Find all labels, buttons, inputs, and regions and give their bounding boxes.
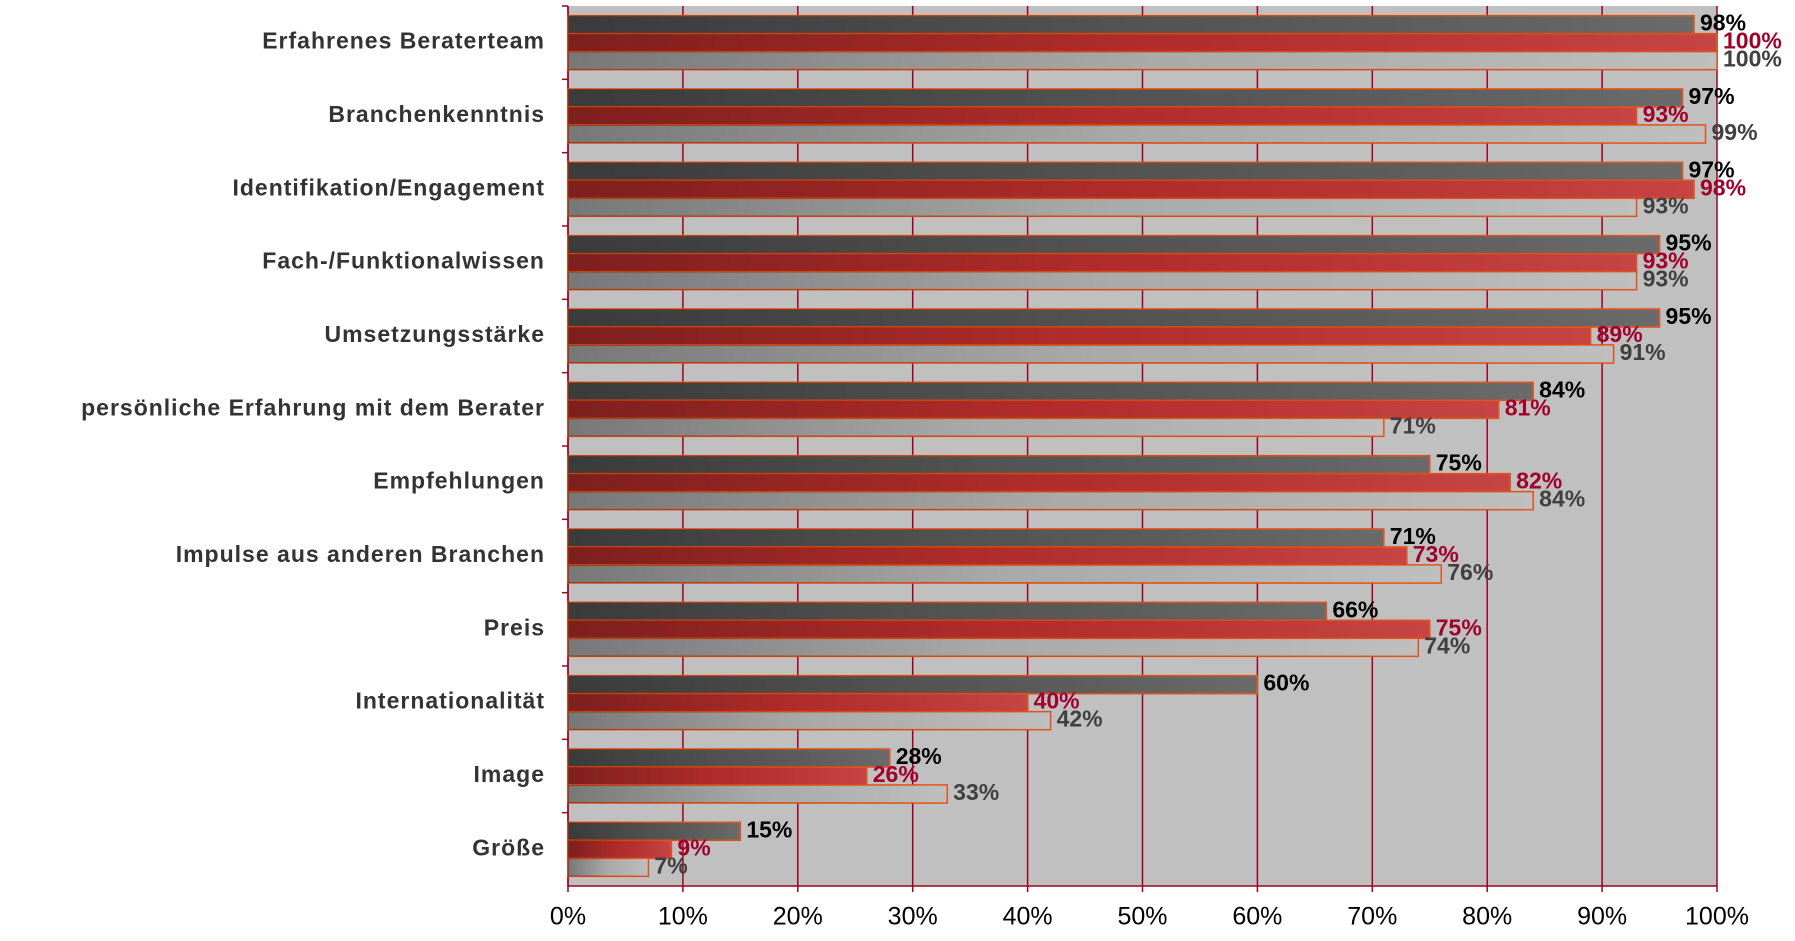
value-label: 73%	[1413, 541, 1459, 567]
value-label: 9%	[677, 834, 710, 860]
value-label: 66%	[1332, 596, 1378, 622]
bar-shade	[568, 565, 1442, 583]
bar-shade	[568, 767, 867, 785]
value-label: 93%	[1643, 266, 1689, 292]
bar-shade	[568, 785, 948, 803]
x-tick-label: 50%	[1117, 903, 1167, 931]
category-label: Empfehlungen	[373, 468, 545, 494]
bar-shade	[568, 253, 1637, 272]
category-label: Umsetzungsstärke	[324, 321, 545, 347]
bar-shade	[568, 529, 1384, 547]
value-label: 75%	[1436, 614, 1482, 640]
bar-shade	[568, 345, 1614, 363]
bar-shade	[568, 400, 1499, 419]
value-label: 84%	[1539, 486, 1585, 512]
bar-shade	[568, 840, 672, 859]
bar-shade	[568, 309, 1660, 327]
value-label: 97%	[1689, 83, 1735, 109]
value-label: 81%	[1505, 394, 1551, 420]
value-label: 98%	[1700, 10, 1746, 36]
bar-shade	[568, 51, 1717, 70]
bar-shade	[568, 235, 1660, 254]
category-label: Branchenkenntnis	[328, 101, 545, 127]
value-label: 40%	[1034, 688, 1080, 714]
x-tick-label: 100%	[1685, 903, 1749, 931]
value-label: 93%	[1643, 101, 1689, 127]
x-tick-label: 90%	[1577, 903, 1627, 931]
bar-shade	[568, 675, 1258, 694]
value-label: 98%	[1700, 174, 1746, 200]
category-label: Impulse aus anderen Branchen	[176, 541, 545, 567]
bar-shade	[568, 271, 1637, 290]
bar-shade	[568, 33, 1717, 52]
value-label: 93%	[1643, 248, 1689, 274]
x-tick-label: 60%	[1232, 903, 1282, 931]
x-tick-label: 10%	[658, 903, 708, 931]
bar-shade	[568, 602, 1327, 621]
value-label: 75%	[1436, 450, 1482, 476]
bar-shade	[568, 638, 1419, 657]
value-label: 74%	[1424, 632, 1470, 658]
x-tick-label: 70%	[1347, 903, 1397, 931]
value-label: 28%	[896, 743, 942, 769]
value-label: 89%	[1597, 321, 1643, 347]
bar-shade	[568, 15, 1695, 34]
bar-shade	[568, 89, 1683, 107]
value-label: 71%	[1390, 412, 1436, 438]
x-tick-label: 80%	[1462, 903, 1512, 931]
bar-shade	[568, 107, 1637, 125]
category-label: Erfahrenes Beraterteam	[262, 28, 545, 54]
bar-shade	[568, 418, 1384, 437]
value-label: 100%	[1723, 46, 1782, 72]
value-label: 99%	[1712, 119, 1758, 145]
value-label: 71%	[1390, 523, 1436, 549]
bar-shade	[568, 327, 1591, 345]
x-tick-label: 0%	[550, 903, 586, 931]
value-label: 82%	[1516, 468, 1562, 494]
value-label: 42%	[1057, 706, 1103, 732]
bar-shade	[568, 620, 1430, 639]
x-tick-label: 20%	[773, 903, 823, 931]
value-label: 95%	[1666, 230, 1712, 256]
value-label: 26%	[873, 761, 919, 787]
value-label: 97%	[1689, 156, 1735, 182]
category-label: Preis	[484, 614, 545, 640]
value-label: 60%	[1263, 670, 1309, 696]
value-label: 95%	[1666, 303, 1712, 329]
category-label: Größe	[472, 834, 545, 860]
value-label: 15%	[746, 816, 792, 842]
bar-shade	[568, 822, 741, 841]
bar-shade	[568, 711, 1051, 730]
bar-shade	[568, 858, 649, 877]
bar-shade	[568, 693, 1028, 712]
category-label: Image	[474, 761, 545, 787]
bar-shade	[568, 162, 1683, 181]
bar-shade	[568, 491, 1534, 510]
bar-shade	[568, 473, 1511, 492]
value-label: 100%	[1723, 28, 1782, 54]
bar-shade	[568, 125, 1706, 143]
category-label: persönliche Erfahrung mit dem Berater	[81, 394, 545, 420]
bar-shade	[568, 180, 1695, 199]
value-label: 33%	[953, 779, 999, 805]
bar-shade	[568, 198, 1637, 217]
value-label: 84%	[1539, 376, 1585, 402]
bar-shade	[568, 382, 1534, 401]
x-tick-label: 30%	[888, 903, 938, 931]
bar-shade	[568, 455, 1430, 474]
x-tick-label: 40%	[1003, 903, 1053, 931]
category-label: Identifikation/Engagement	[232, 174, 545, 200]
bar-shade	[568, 749, 890, 767]
value-label: 7%	[654, 852, 687, 878]
bar-shade	[568, 547, 1407, 565]
value-label: 76%	[1447, 559, 1493, 585]
value-label: 93%	[1643, 192, 1689, 218]
category-label: Internationalität	[355, 688, 545, 714]
category-label: Fach-/Funktionalwissen	[262, 248, 545, 274]
value-label: 91%	[1620, 339, 1666, 365]
